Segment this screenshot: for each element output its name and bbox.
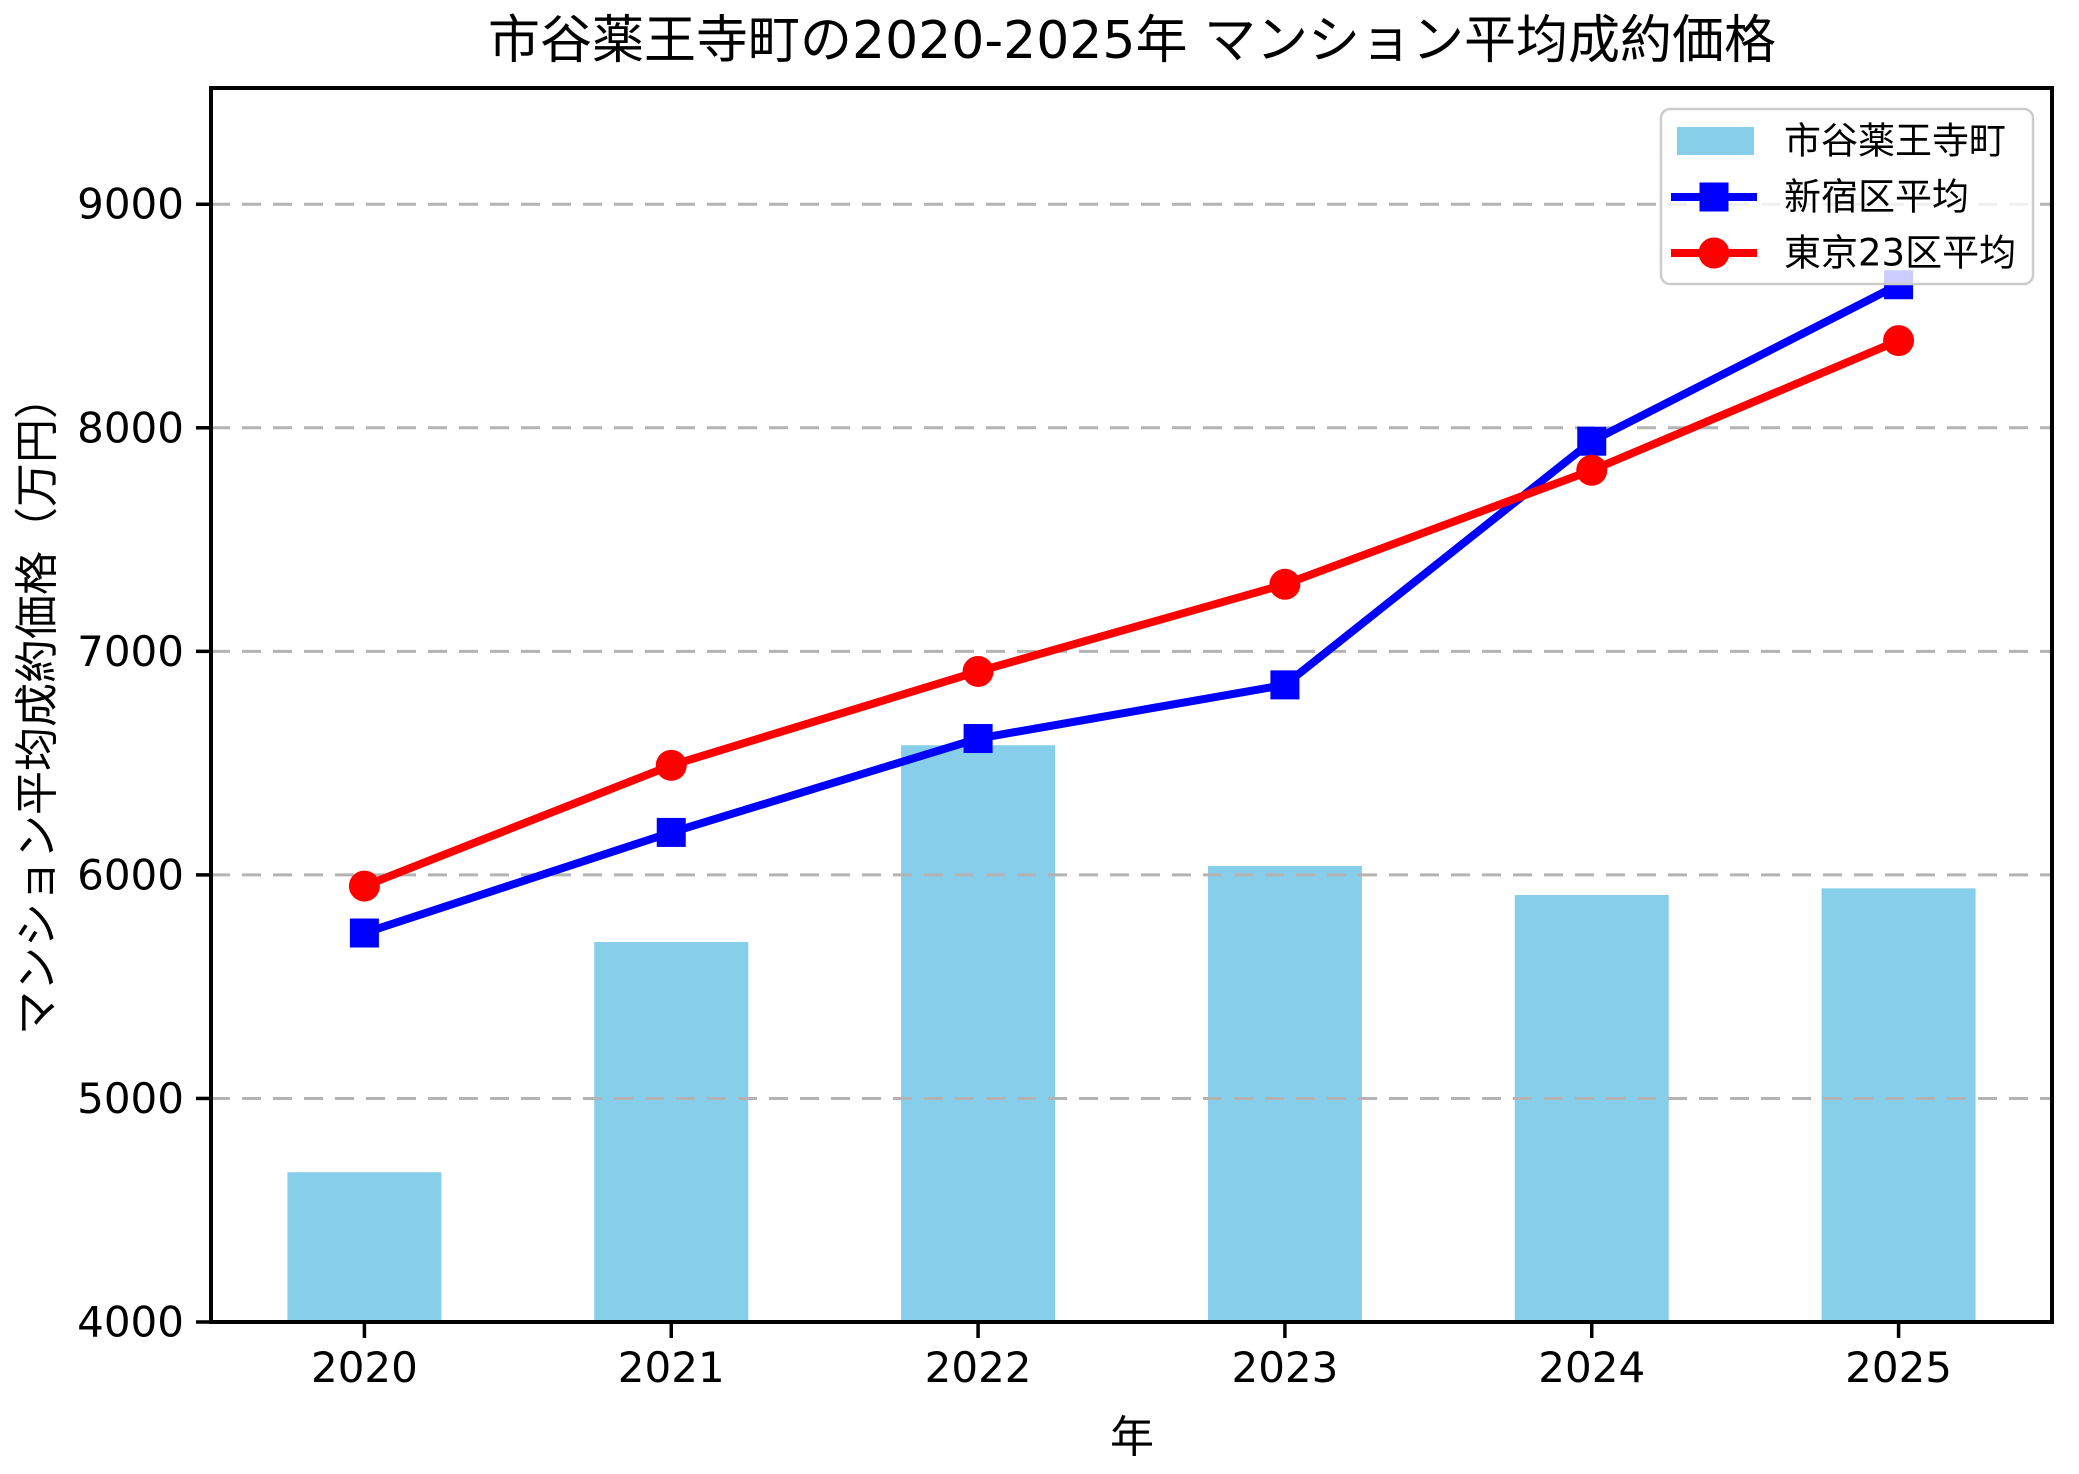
y-tick-label-7000: 7000 [77, 627, 184, 676]
y-axis-label: マンション平均成約価格（万円） [12, 375, 63, 1035]
legend-marker-square-shinjuku-avg [1699, 182, 1729, 212]
x-tick-label-2020: 2020 [311, 1343, 418, 1392]
bar-2025 [1821, 888, 1976, 1322]
legend-label-ichigaya-yakuojimachi: 市谷薬王寺町 [1784, 120, 2006, 163]
legend-label-tokyo23-avg: 東京23区平均 [1784, 232, 2016, 275]
bar-2020 [287, 1172, 442, 1322]
marker-square-shinjuku-avg-2024 [1577, 426, 1607, 456]
x-tick-label-2024: 2024 [1538, 1343, 1645, 1392]
legend-marker-circle-tokyo23-avg [1698, 237, 1730, 269]
bar-2021 [594, 941, 749, 1322]
y-tick-label-5000: 5000 [77, 1074, 184, 1123]
x-tick-label-2025: 2025 [1845, 1343, 1952, 1392]
bar-2023 [1207, 865, 1362, 1322]
marker-square-shinjuku-avg-2023 [1270, 670, 1300, 700]
x-tick-label-2023: 2023 [1231, 1343, 1338, 1392]
chart-title: 市谷薬王寺町の2020-2025年 マンション平均成約価格 [488, 11, 1776, 71]
line-tokyo23-avg [360, 336, 1903, 891]
marker-square-shinjuku-avg-2021 [656, 817, 686, 847]
marker-circle-tokyo23-avg-2024 [1576, 454, 1608, 486]
marker-circle-tokyo23-avg-2023 [1269, 568, 1301, 600]
marker-square-shinjuku-avg-2022 [963, 724, 993, 754]
x-axis-label: 年 [1110, 1412, 1154, 1463]
x-tick-label-2021: 2021 [618, 1343, 725, 1392]
marker-circle-tokyo23-avg-2020 [348, 870, 380, 902]
plot-border [209, 86, 2054, 1324]
plot-area: 4000 5000 6000 7000 8000 9000 2020 2021 2022 2023… [77, 86, 2054, 1392]
y-tick-label-6000: 6000 [77, 850, 184, 899]
marker-circle-tokyo23-avg-2021 [655, 749, 687, 781]
y-tick-label-9000: 9000 [77, 180, 184, 229]
legend-label-shinjuku-avg: 新宿区平均 [1784, 176, 1969, 219]
y-tick-label-4000: 4000 [77, 1298, 184, 1347]
x-tick-label-2022: 2022 [925, 1343, 1032, 1392]
marker-circle-tokyo23-avg-2025 [1883, 325, 1915, 357]
y-tick-label-8000: 8000 [77, 403, 184, 452]
marker-square-shinjuku-avg-2020 [349, 918, 379, 948]
legend-swatch-ichigaya-yakuojimachi [1677, 127, 1754, 155]
line-shinjuku-avg [360, 280, 1903, 938]
bar-2022 [901, 745, 1056, 1322]
marker-circle-tokyo23-avg-2022 [962, 655, 994, 687]
bar-2024 [1514, 895, 1669, 1322]
